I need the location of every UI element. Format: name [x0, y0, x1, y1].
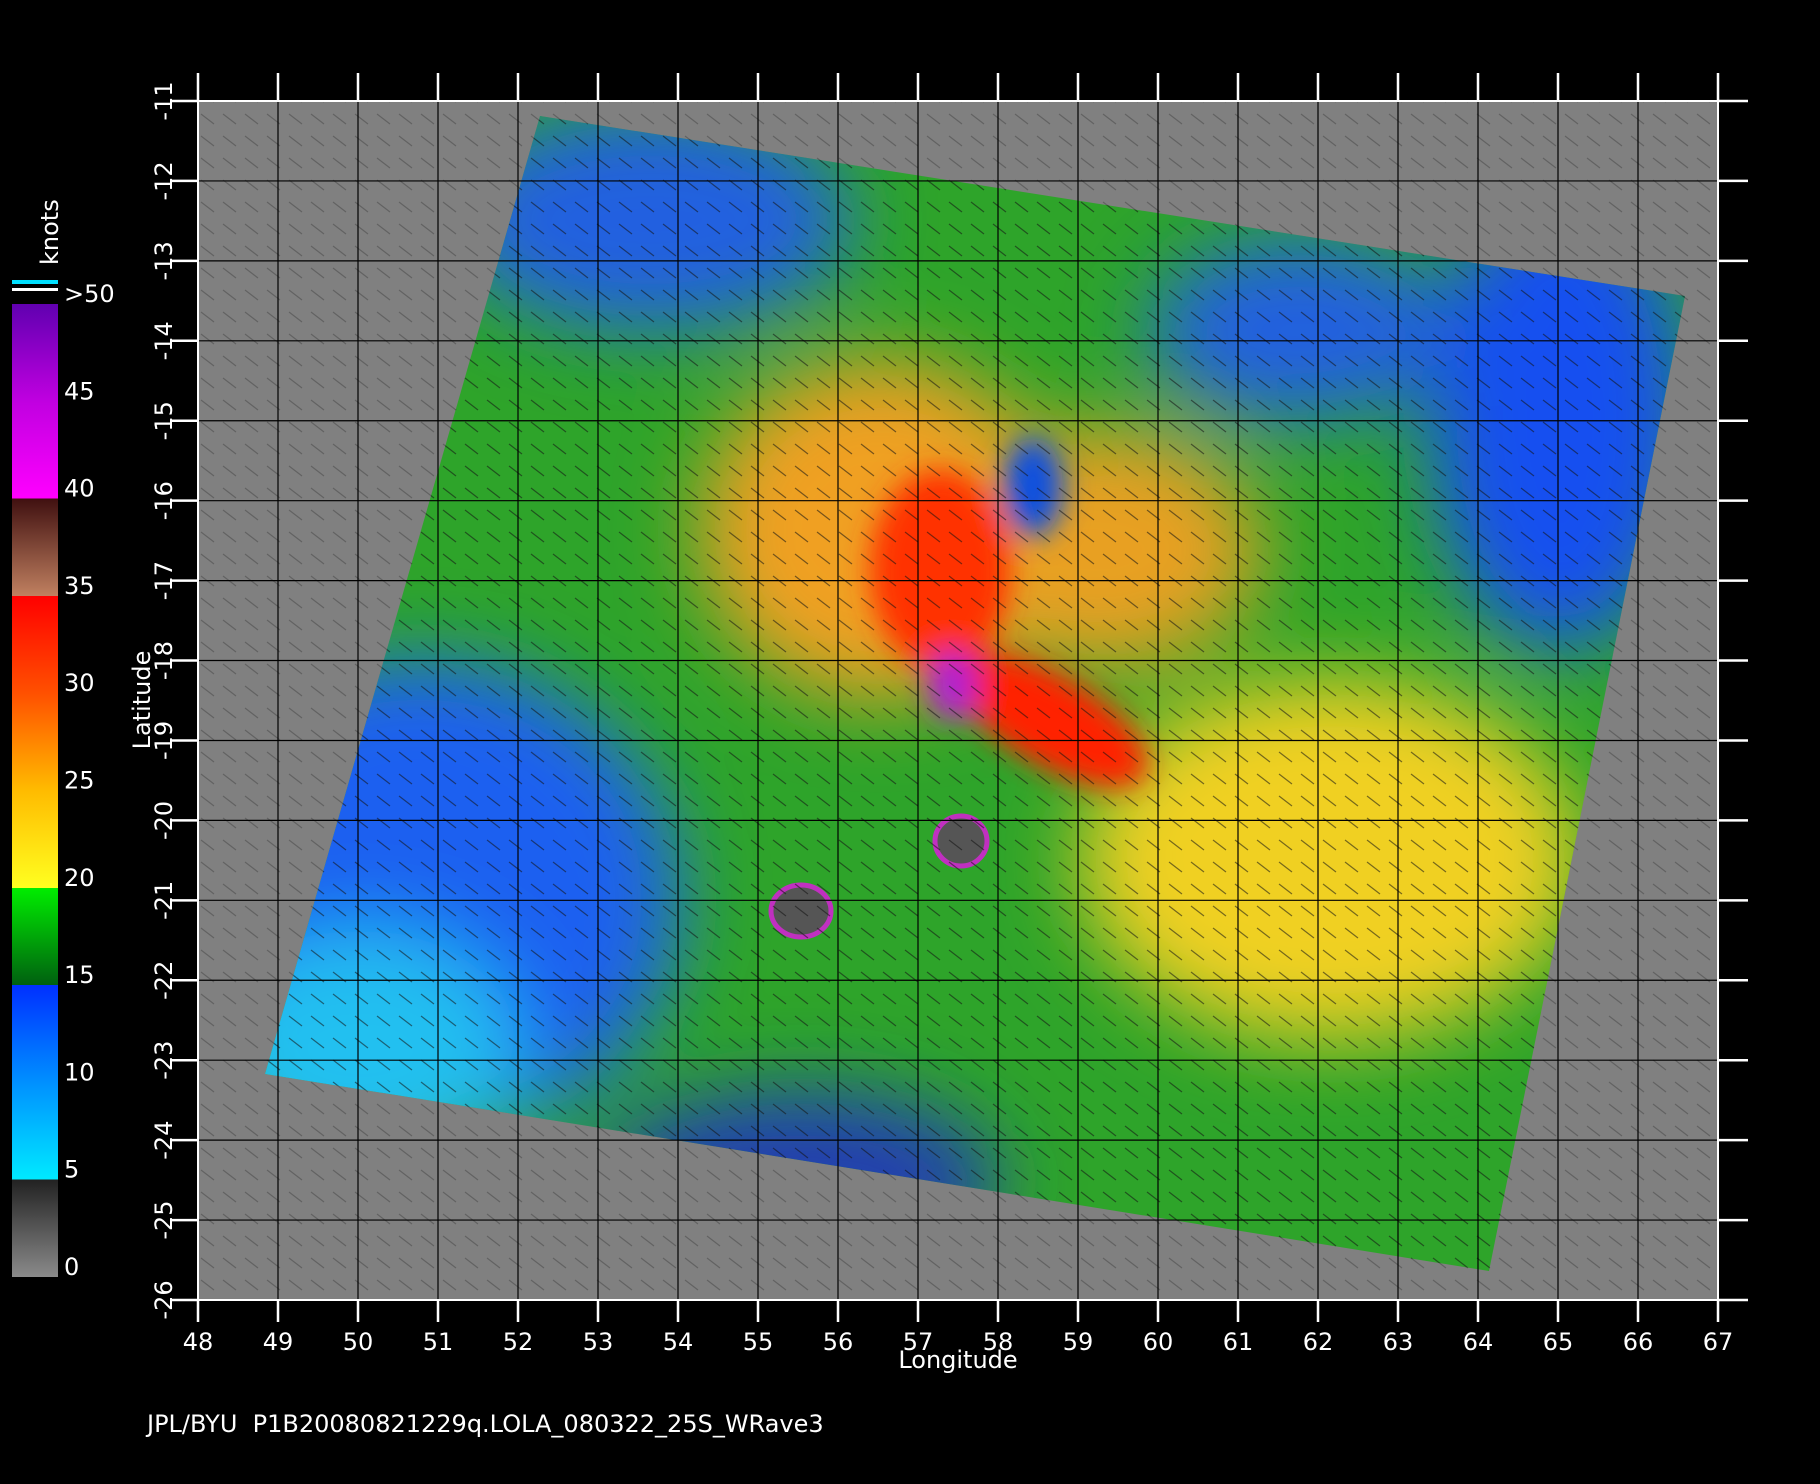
colorbar-label: 35 — [64, 572, 95, 600]
x-axis-label: Longitude — [898, 1346, 1017, 1374]
plot-frame — [197, 100, 1719, 1301]
x-tick-label: 63 — [1383, 1328, 1414, 1356]
colorbar-label: 45 — [64, 377, 95, 405]
colorbar-label: 5 — [64, 1156, 79, 1184]
x-tick-label: 65 — [1543, 1328, 1574, 1356]
y-tick-label: -14 — [150, 321, 178, 360]
x-tick-label: 50 — [343, 1328, 374, 1356]
y-tick-label: -15 — [150, 401, 178, 440]
x-tick-label: 66 — [1623, 1328, 1654, 1356]
x-tick-label: 56 — [823, 1328, 854, 1356]
colorbar-label: >50 — [64, 280, 115, 308]
y-tick-label: -17 — [150, 561, 178, 600]
x-tick-label: 57 — [903, 1328, 934, 1356]
x-tick-label: 51 — [423, 1328, 454, 1356]
y-tick-label: -19 — [150, 721, 178, 760]
colorbar-title: knots — [36, 199, 64, 265]
x-tick-label: 62 — [1303, 1328, 1334, 1356]
y-tick-label: -12 — [150, 161, 178, 200]
colorbar-label: 20 — [64, 864, 95, 892]
footer: JPL/BYU P1B20080821229q.LOLA_080322_25S_… — [145, 1410, 824, 1438]
y-tick-label: -16 — [150, 481, 178, 520]
y-tick-label: -22 — [150, 961, 178, 1000]
x-tick-label: 52 — [503, 1328, 534, 1356]
colorbar-label: 30 — [64, 669, 95, 697]
colorbar-label: 25 — [64, 767, 95, 795]
y-tick-label: -23 — [150, 1041, 178, 1080]
y-axis-label: Latitude — [128, 651, 156, 750]
y-tick-label: -21 — [150, 881, 178, 920]
y-tick-label: -11 — [150, 81, 178, 120]
colorbar-label: 0 — [64, 1253, 79, 1281]
y-tick-label: -18 — [150, 641, 178, 680]
y-tick-label: -13 — [150, 241, 178, 280]
x-tick-label: 48 — [183, 1328, 214, 1356]
colorbar-cap — [12, 288, 58, 291]
x-tick-label: 64 — [1463, 1328, 1494, 1356]
x-tick-label: 49 — [263, 1328, 294, 1356]
y-tick-label: -25 — [150, 1200, 178, 1239]
x-tick-label: 67 — [1703, 1328, 1734, 1356]
colorbar-label: 15 — [64, 961, 95, 989]
x-tick-label: 54 — [663, 1328, 694, 1356]
x-tick-label: 53 — [583, 1328, 614, 1356]
x-tick-label: 55 — [743, 1328, 774, 1356]
x-tick-label: 59 — [1063, 1328, 1094, 1356]
y-tick-label: -24 — [150, 1121, 178, 1160]
colorbar-cap — [12, 280, 58, 284]
x-tick-label: 58 — [983, 1328, 1014, 1356]
colorbar-label: 10 — [64, 1058, 95, 1086]
colorbar-label: 40 — [64, 475, 95, 503]
y-tick-label: -20 — [150, 801, 178, 840]
x-tick-label: 61 — [1223, 1328, 1254, 1356]
y-tick-label: -26 — [150, 1280, 178, 1319]
x-tick-label: 60 — [1143, 1328, 1174, 1356]
colorbar — [12, 304, 58, 1277]
